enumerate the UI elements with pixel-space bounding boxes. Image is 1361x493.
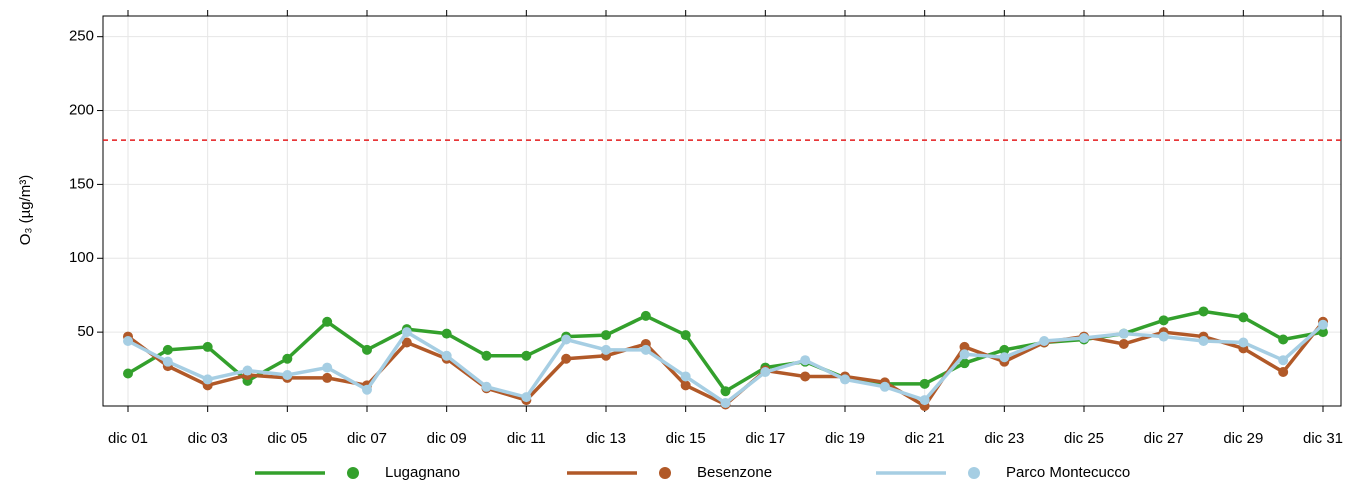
x-tick-label: dic 21 — [905, 430, 945, 447]
y-axis-label: O₃ (µg/m³) — [17, 175, 34, 246]
data-point — [680, 330, 691, 341]
data-point — [123, 336, 133, 346]
data-point — [162, 356, 173, 367]
x-tick-label: dic 05 — [267, 430, 307, 447]
data-point — [919, 395, 930, 406]
data-point — [640, 344, 651, 355]
data-point — [1198, 336, 1209, 346]
x-tick-label: dic 09 — [427, 430, 467, 447]
data-point — [322, 362, 333, 373]
data-point — [242, 365, 253, 376]
data-point — [1039, 336, 1050, 346]
data-point — [1079, 333, 1089, 344]
data-point — [959, 341, 970, 352]
data-point — [282, 369, 293, 380]
x-tick-label: dic 15 — [666, 430, 706, 447]
x-tick-label: dic 29 — [1223, 430, 1263, 447]
data-point — [1278, 334, 1289, 345]
data-point — [282, 353, 293, 364]
y-tick-label: 100 — [69, 249, 94, 266]
data-point — [561, 334, 572, 345]
data-point — [720, 386, 731, 397]
data-point — [561, 353, 572, 364]
x-tick-label: dic 17 — [745, 430, 785, 447]
data-point — [362, 344, 372, 355]
data-point — [202, 341, 213, 352]
x-tick-label: dic 13 — [586, 430, 626, 447]
x-tick-label: dic 19 — [825, 430, 865, 447]
y-tick-label: 250 — [69, 28, 94, 45]
data-point — [1158, 331, 1169, 342]
data-point — [401, 327, 412, 338]
x-tick-label: dic 07 — [347, 430, 387, 447]
x-tick-label: dic 23 — [984, 430, 1024, 447]
data-point — [959, 358, 970, 369]
data-point — [680, 371, 691, 382]
data-point — [322, 372, 333, 383]
data-point — [919, 378, 930, 389]
data-point — [800, 371, 811, 382]
data-point — [162, 344, 173, 355]
data-point — [1238, 312, 1249, 323]
data-point — [1318, 327, 1328, 338]
y-tick-label: 150 — [69, 175, 94, 192]
data-point — [800, 355, 811, 366]
data-point — [601, 330, 611, 341]
data-point — [441, 328, 452, 339]
x-tick-label: dic 11 — [507, 430, 546, 447]
x-tick-label: dic 31 — [1303, 430, 1343, 447]
legend-marker — [968, 467, 980, 479]
data-point — [760, 367, 771, 378]
data-point — [840, 374, 850, 385]
data-point — [441, 350, 452, 361]
data-point — [481, 381, 492, 392]
plot-frame — [102, 15, 1342, 407]
data-point — [999, 352, 1010, 363]
data-point — [362, 384, 372, 395]
data-point — [1118, 338, 1129, 349]
data-point — [123, 368, 133, 379]
data-point — [999, 344, 1010, 355]
data-point — [1318, 319, 1328, 330]
x-tick-label: dic 01 — [108, 430, 148, 447]
data-point — [202, 374, 213, 385]
legend-label: Lugagnano — [385, 464, 460, 481]
legend-marker — [347, 467, 359, 479]
data-point — [879, 381, 890, 392]
data-point — [680, 380, 691, 391]
data-point — [1238, 337, 1249, 348]
x-tick-label: dic 25 — [1064, 430, 1104, 447]
data-point — [640, 310, 651, 321]
legend-marker — [659, 467, 671, 479]
data-point — [1278, 367, 1289, 378]
data-point — [1158, 315, 1169, 326]
y-tick-label: 50 — [77, 323, 94, 340]
legend-label: Besenzone — [697, 464, 772, 481]
data-point — [401, 337, 412, 348]
data-point — [322, 316, 333, 327]
data-point — [1118, 328, 1129, 339]
data-point — [481, 350, 492, 361]
y-tick-label: 200 — [69, 102, 94, 119]
data-point — [601, 344, 611, 355]
legend-label: Parco Montecucco — [1006, 464, 1130, 481]
data-point — [521, 392, 532, 403]
x-tick-label: dic 03 — [188, 430, 228, 447]
data-point — [720, 398, 731, 409]
x-tick-label: dic 27 — [1144, 430, 1184, 447]
data-point — [521, 350, 532, 361]
data-point — [959, 349, 970, 360]
data-point — [1278, 355, 1289, 366]
data-point — [1198, 306, 1209, 317]
